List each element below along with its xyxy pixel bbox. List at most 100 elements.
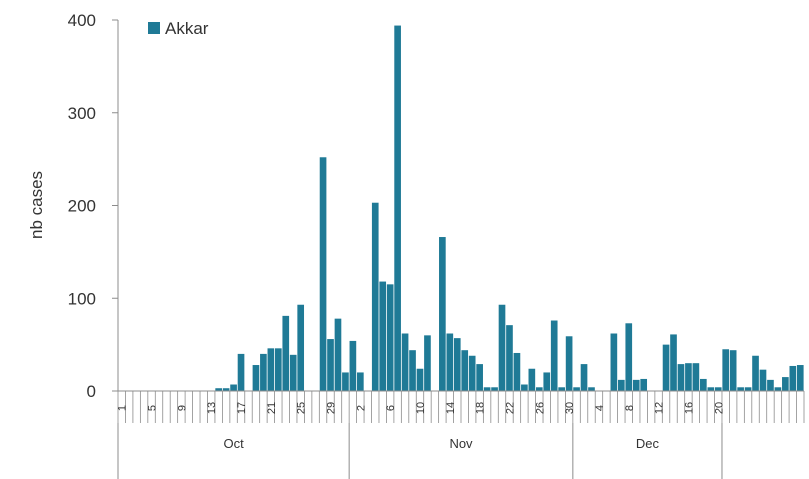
x-tick-label: 8 (624, 405, 636, 411)
bar (297, 304, 305, 391)
x-tick-label: 20 (713, 402, 725, 414)
month-label: Dec (636, 436, 660, 451)
bar (513, 352, 521, 391)
bar (625, 323, 633, 391)
x-tick-label: 16 (683, 402, 695, 414)
bar (617, 379, 625, 391)
bar (446, 333, 454, 391)
bar (707, 387, 715, 391)
bar (782, 377, 789, 391)
bar (677, 364, 685, 391)
bar (461, 350, 469, 391)
bar (230, 384, 237, 391)
x-tick-label: 25 (296, 402, 308, 414)
bar (662, 344, 670, 392)
legend-label-akkar: Akkar (165, 19, 209, 38)
bar (521, 384, 528, 391)
bar (550, 320, 558, 391)
bar (282, 315, 290, 391)
y-tick-label: 300 (68, 104, 96, 123)
bar (215, 388, 222, 391)
x-tick-label: 26 (534, 402, 546, 414)
bar (722, 349, 730, 391)
x-tick-label: 1 (117, 405, 129, 411)
bar (357, 372, 364, 391)
x-tick-label: 14 (445, 402, 457, 414)
bar (767, 379, 774, 391)
bar (222, 388, 230, 391)
bar (439, 237, 446, 391)
bar (670, 334, 677, 391)
bar (535, 387, 543, 391)
bar (759, 369, 767, 391)
x-tick-label: 21 (266, 402, 278, 414)
bar (506, 325, 513, 391)
bar (700, 378, 707, 391)
x-tick-label: 6 (385, 405, 397, 411)
x-tick-label: 5 (147, 405, 159, 411)
x-tick-label: 30 (564, 402, 576, 414)
x-tick-label: 4 (594, 405, 606, 411)
bar (692, 363, 700, 391)
bar (371, 202, 379, 391)
bar (349, 340, 357, 391)
bar (796, 365, 804, 391)
x-tick-label: 18 (475, 402, 487, 414)
bar (379, 281, 387, 391)
bar (416, 368, 424, 391)
bar (491, 387, 498, 391)
x-tick-label: 12 (654, 402, 666, 414)
bar (528, 368, 536, 391)
legend-swatch-akkar (148, 22, 160, 34)
y-tick-label: 400 (68, 11, 96, 30)
bar (632, 379, 640, 391)
bar (588, 387, 595, 391)
bar (409, 350, 416, 391)
bar (685, 363, 692, 391)
bars (215, 25, 804, 392)
bar (342, 372, 349, 391)
bar (476, 364, 483, 391)
bar (483, 387, 491, 391)
bar (558, 387, 565, 391)
bar (580, 364, 588, 391)
bar (334, 318, 342, 391)
bar (468, 355, 476, 391)
bar (729, 350, 737, 391)
bar (789, 365, 797, 391)
bar (737, 387, 744, 391)
bar (252, 365, 260, 391)
y-tick-label: 200 (68, 197, 96, 216)
bar (573, 387, 580, 391)
x-tick-label: 22 (504, 402, 516, 414)
bar (289, 354, 297, 391)
legend: Akkar (148, 19, 209, 38)
bar (401, 333, 409, 391)
bar (453, 338, 461, 391)
bar (752, 355, 759, 391)
x-tick-label: 9 (176, 405, 188, 411)
bar (714, 387, 722, 391)
bar (640, 378, 648, 391)
bar (319, 157, 327, 391)
bar (386, 284, 394, 391)
bar (394, 25, 401, 392)
bar (565, 336, 573, 391)
bar (610, 333, 618, 391)
bar (274, 348, 282, 391)
bar (260, 353, 267, 391)
bar (424, 335, 431, 391)
bar (774, 387, 782, 391)
x-tick-label: 2 (355, 405, 367, 411)
month-label: Nov (449, 436, 473, 451)
bar (543, 372, 551, 391)
x-tick-label: 29 (326, 402, 338, 414)
bar (327, 339, 334, 391)
x-tick-label: 17 (236, 402, 248, 414)
x-tick-label: 10 (415, 402, 427, 414)
x-tick-label: 13 (206, 402, 218, 414)
y-axis: 0 100 200 300 400 (68, 11, 119, 401)
y-tick-label: 100 (68, 289, 96, 308)
